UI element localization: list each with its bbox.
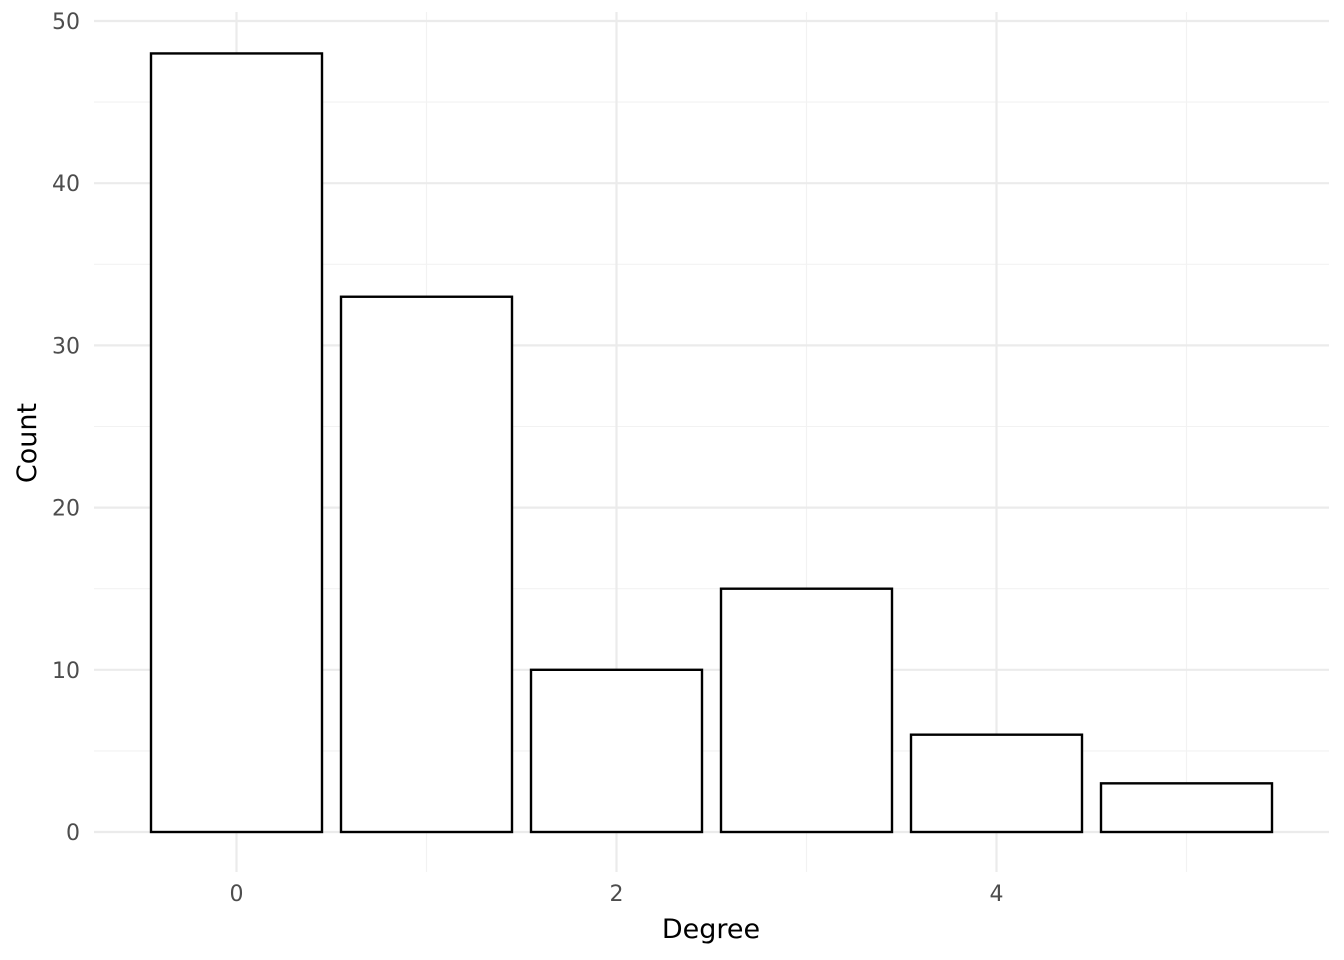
x-axis-tick-labels: 0 2 4	[230, 882, 1004, 907]
y-tick-label: 20	[52, 497, 80, 522]
bar-degree-0	[149, 52, 324, 834]
bar-degree-3	[719, 587, 894, 834]
bars	[149, 52, 1274, 834]
y-tick-label: 50	[52, 10, 80, 35]
y-tick-label: 40	[52, 172, 80, 197]
bar-degree-2	[529, 668, 704, 834]
y-tick-label: 10	[52, 659, 80, 684]
y-axis-title: Count	[12, 403, 43, 483]
bar-degree-5	[1099, 782, 1274, 834]
bar-degree-1	[339, 295, 514, 834]
x-tick-label: 0	[230, 882, 244, 907]
x-tick-label: 2	[610, 882, 624, 907]
bar-degree-4	[909, 733, 1084, 834]
x-axis-title: Degree	[662, 914, 760, 945]
y-tick-label: 0	[66, 821, 80, 846]
y-tick-label: 30	[52, 334, 80, 359]
x-tick-label: 4	[990, 882, 1004, 907]
y-axis-tick-labels: 0 10 20 30 40 50	[52, 10, 80, 846]
